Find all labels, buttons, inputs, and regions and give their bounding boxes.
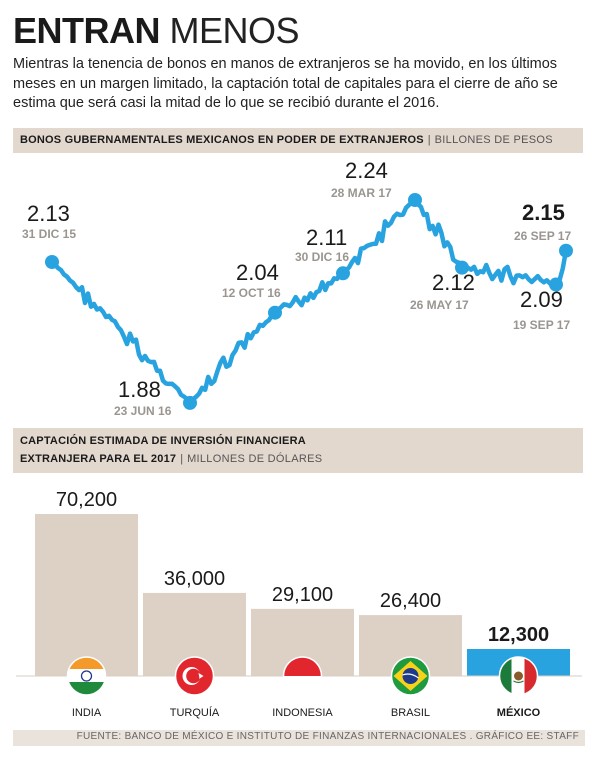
point-date-label: 12 OCT 16 (222, 286, 281, 300)
point-value-label: 2.15 (522, 200, 565, 225)
india-flag-icon (66, 656, 107, 696)
bar-value-label: 12,300 (488, 624, 549, 646)
data-point (183, 395, 197, 410)
point-value-label: 2.13 (27, 201, 70, 226)
turkey-flag-icon (174, 656, 215, 696)
bar (35, 514, 138, 676)
point-value-label: 2.09 (520, 287, 563, 312)
bar-value-label: 36,000 (164, 568, 225, 590)
brazil-flag-icon (390, 656, 431, 696)
data-point (45, 254, 59, 269)
bar-chart-title-line2: EXTRANJERA PARA EL 2017 (20, 453, 177, 465)
footer: FUENTE: BANCO DE MÉXICO E INSTITUTO DE F… (13, 730, 585, 746)
category-label: TURQUÍA (170, 706, 220, 719)
bar-value-label: 70,200 (56, 489, 117, 511)
point-date-label: 28 MAR 17 (331, 186, 392, 200)
source-note: FUENTE: BANCO DE MÉXICO E INSTITUTO DE F… (76, 731, 579, 742)
category-label: MÉXICO (497, 706, 541, 719)
title-bold: ENTRAN (13, 10, 161, 51)
category-label: BRASIL (391, 707, 430, 719)
point-value-label: 2.12 (432, 270, 475, 295)
data-point (559, 243, 573, 258)
category-label: INDIA (72, 707, 102, 719)
point-date-label: 30 DIC 16 (295, 250, 349, 264)
point-date-label: 26 SEP 17 (514, 229, 571, 243)
indonesia-flag-icon (282, 656, 323, 696)
line-series (49, 197, 569, 406)
line-chart-header: BONOS GUBERNAMENTALES MEXICANOS EN PODER… (13, 128, 583, 153)
data-point (336, 266, 350, 281)
point-date-label: 19 SEP 17 (513, 318, 570, 332)
line-chart-unit: BILLONES DE PESOS (434, 134, 553, 146)
bar-chart-header: CAPTACIÓN ESTIMADA DE INVERSIÓN FINANCIE… (13, 428, 583, 473)
point-value-label: 2.04 (236, 260, 279, 285)
bar-value-label: 26,400 (380, 590, 441, 612)
page-title: ENTRAN MENOS (13, 10, 300, 52)
subtitle: Mientras la tenencia de bonos en manos d… (13, 56, 558, 111)
data-point (549, 277, 563, 292)
category-label: INDONESIA (272, 707, 333, 719)
bar-chart-unit: MILLONES DE DÓLARES (187, 453, 323, 465)
point-date-label: 23 JUN 16 (114, 404, 172, 418)
line-chart-title: BONOS GUBERNAMENTALES MEXICANOS EN PODER… (20, 134, 424, 146)
bar-chart-title-line1: CAPTACIÓN ESTIMADA DE INVERSIÓN FINANCIE… (20, 435, 306, 447)
data-point (408, 193, 422, 207)
point-date-label: 31 DIC 15 (22, 227, 76, 241)
bar-value-label: 29,100 (272, 584, 333, 606)
point-date-label: 26 MAY 17 (410, 298, 469, 312)
title-light: MENOS (169, 10, 300, 51)
data-point (455, 260, 469, 275)
point-value-label: 2.24 (345, 158, 388, 183)
mexico-flag-icon (498, 656, 539, 696)
data-point (268, 305, 282, 320)
point-value-label: 2.11 (306, 225, 347, 250)
point-value-label: 1.88 (118, 377, 161, 402)
